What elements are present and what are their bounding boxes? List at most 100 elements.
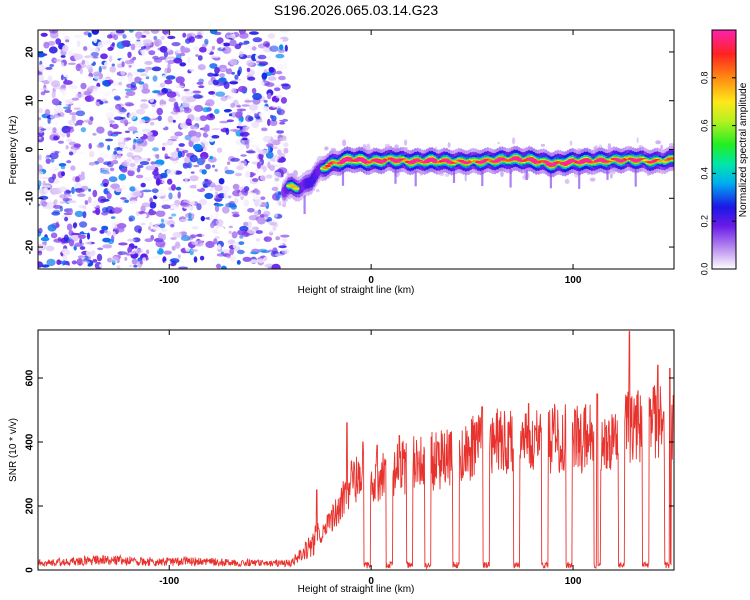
noise-speckle bbox=[107, 144, 111, 151]
noise-speckle bbox=[211, 128, 222, 131]
noise-speckle bbox=[447, 142, 451, 148]
noise-speckle bbox=[69, 112, 78, 116]
noise-speckle bbox=[38, 92, 41, 99]
noise-speckle bbox=[101, 225, 109, 231]
noise-speckle bbox=[127, 238, 136, 242]
noise-speckle bbox=[203, 203, 213, 211]
noise-speckle bbox=[203, 126, 210, 133]
noise-speckle bbox=[193, 164, 200, 168]
noise-speckle bbox=[144, 67, 149, 73]
noise-speckle bbox=[75, 176, 80, 183]
noise-speckle bbox=[120, 69, 126, 76]
noise-speckle bbox=[444, 173, 450, 178]
noise-speckle bbox=[177, 254, 181, 259]
noise-speckle bbox=[255, 53, 260, 61]
noise-speckle bbox=[212, 257, 219, 263]
noise-speckle bbox=[43, 41, 50, 49]
noise-speckle bbox=[280, 97, 287, 104]
noise-speckle bbox=[134, 40, 143, 48]
noise-speckle bbox=[86, 232, 91, 240]
figure-title: S196.2026.065.03.14.G23 bbox=[274, 2, 438, 18]
noise-speckle bbox=[136, 68, 146, 73]
snr-x-ticks: -100 0 100 bbox=[159, 330, 582, 587]
x-tick-label: 100 bbox=[565, 576, 582, 587]
noise-speckle bbox=[88, 57, 94, 64]
noise-speckle bbox=[112, 207, 122, 214]
noise-speckle bbox=[168, 192, 173, 200]
noise-speckle bbox=[244, 100, 253, 103]
streak-mark bbox=[578, 171, 581, 189]
noise-speckle bbox=[121, 40, 130, 47]
noise-speckle bbox=[59, 194, 67, 199]
noise-speckle bbox=[230, 203, 237, 210]
streak-mark bbox=[414, 171, 417, 187]
noise-speckle bbox=[178, 148, 184, 151]
noise-speckle bbox=[147, 134, 155, 142]
noise-speckle bbox=[272, 247, 278, 255]
noise-speckle bbox=[238, 66, 243, 75]
noise-speckle bbox=[41, 176, 50, 180]
noise-speckle bbox=[56, 265, 63, 269]
spectrogram-y-ticks: -20 -10 0 10 20 bbox=[25, 46, 674, 254]
noise-speckle bbox=[123, 203, 128, 211]
noise-speckle bbox=[55, 38, 62, 45]
noise-speckle bbox=[124, 146, 129, 150]
noise-speckle bbox=[162, 30, 169, 35]
noise-speckle bbox=[161, 204, 171, 210]
noise-speckle bbox=[119, 136, 123, 143]
noise-speckle bbox=[255, 147, 260, 152]
noise-speckle bbox=[105, 206, 115, 214]
noise-speckle bbox=[199, 46, 207, 53]
noise-speckle bbox=[87, 85, 98, 90]
noise-speckle bbox=[139, 49, 144, 53]
noise-speckle bbox=[179, 227, 187, 232]
noise-speckle bbox=[113, 150, 117, 155]
noise-speckle bbox=[205, 163, 211, 170]
noise-speckle bbox=[73, 107, 81, 110]
noise-speckle bbox=[170, 224, 175, 228]
noise-speckle bbox=[216, 253, 225, 257]
noise-speckle bbox=[86, 168, 92, 174]
noise-speckle bbox=[279, 44, 284, 51]
noise-speckle bbox=[138, 228, 142, 234]
noise-speckle bbox=[111, 159, 119, 165]
noise-speckle bbox=[259, 61, 269, 66]
noise-speckle bbox=[159, 82, 166, 88]
noise-speckle bbox=[227, 193, 232, 200]
noise-speckle bbox=[109, 167, 115, 172]
noise-speckle bbox=[251, 87, 257, 94]
noise-speckle bbox=[279, 30, 290, 33]
x-tick-label: 100 bbox=[565, 275, 582, 286]
noise-speckle bbox=[182, 47, 191, 53]
noise-speckle bbox=[127, 126, 138, 132]
noise-speckle bbox=[127, 169, 135, 177]
noise-speckle bbox=[234, 197, 239, 204]
noise-speckle bbox=[273, 154, 282, 159]
noise-speckle bbox=[75, 110, 86, 117]
noise-speckle bbox=[214, 168, 218, 172]
noise-speckle bbox=[156, 107, 163, 116]
noise-speckle bbox=[104, 229, 108, 234]
noise-speckle bbox=[97, 157, 104, 164]
noise-speckle bbox=[198, 85, 205, 89]
noise-speckle bbox=[156, 188, 166, 196]
noise-speckle bbox=[324, 146, 329, 151]
noise-speckle bbox=[83, 37, 88, 41]
noise-speckle bbox=[275, 194, 280, 201]
noise-speckle bbox=[239, 235, 244, 239]
noise-speckle bbox=[119, 143, 125, 149]
noise-speckle bbox=[38, 195, 49, 200]
y-tick-label: 200 bbox=[25, 497, 36, 514]
noise-speckle bbox=[191, 240, 199, 246]
noise-speckle bbox=[120, 197, 127, 200]
noise-speckle bbox=[38, 253, 43, 256]
noise-speckle bbox=[152, 147, 159, 152]
noise-speckle bbox=[226, 95, 234, 100]
noise-speckle bbox=[117, 251, 128, 256]
noise-speckle bbox=[128, 167, 138, 172]
noise-speckle bbox=[197, 64, 206, 71]
noise-speckle bbox=[77, 234, 87, 239]
noise-speckle bbox=[53, 204, 62, 209]
noise-speckle bbox=[68, 239, 75, 247]
